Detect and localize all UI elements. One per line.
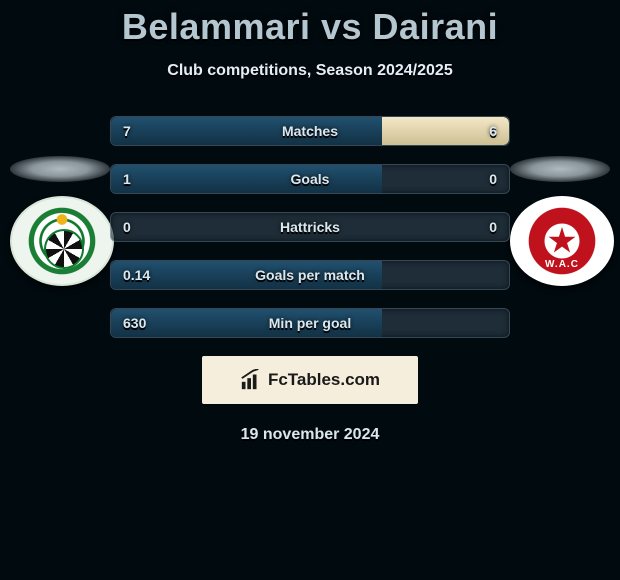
stat-label: Hattricks [111,213,509,241]
team-crest-left [10,156,110,282]
date-text: 19 november 2024 [0,426,620,444]
stat-value-right: 0 [489,165,497,193]
page-title: Belammari vs Dairani [0,6,620,48]
brand-box: FcTables.com [202,356,418,404]
bar-chart-icon [240,369,262,391]
stat-label: Min per goal [111,309,509,337]
stat-label: Goals [111,165,509,193]
crest-shadow-icon [10,156,110,182]
raja-badge-icon [10,196,114,286]
stat-row: 630Min per goal [110,308,510,338]
brand-text: FcTables.com [268,370,380,390]
stats-table: 7Matches61Goals00Hattricks00.14Goals per… [110,116,510,338]
team-crest-right [510,156,610,282]
stat-row: 0.14Goals per match [110,260,510,290]
page-subtitle: Club competitions, Season 2024/2025 [0,62,620,80]
stat-row: 1Goals0 [110,164,510,194]
stat-label: Goals per match [111,261,509,289]
stat-row: 7Matches6 [110,116,510,146]
stat-row: 0Hattricks0 [110,212,510,242]
wydad-badge-icon [510,196,614,286]
crest-shadow-icon [510,156,610,182]
stat-label: Matches [111,117,509,145]
stat-value-right: 6 [489,117,497,145]
stat-value-right: 0 [489,213,497,241]
comparison-card: Belammari vs Dairani Club competitions, … [0,0,620,580]
